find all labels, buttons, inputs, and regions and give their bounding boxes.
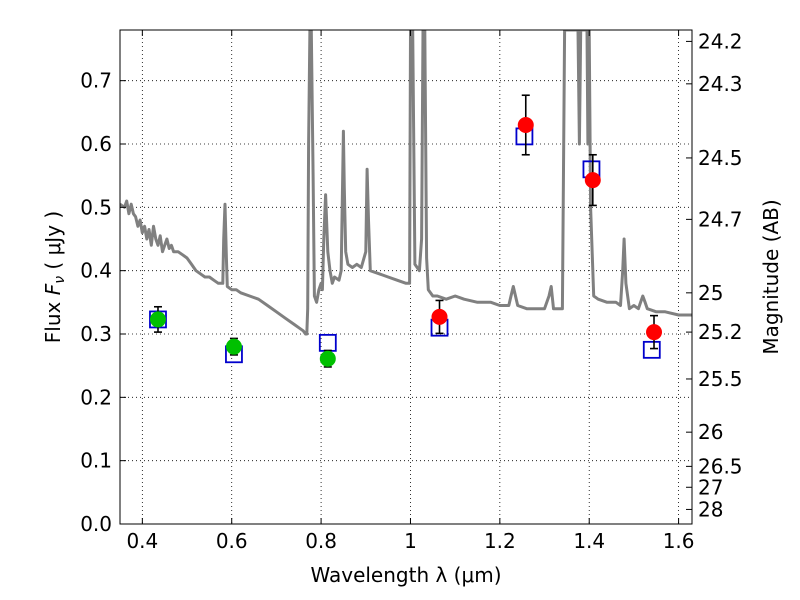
- y-tick-label: 0.5: [80, 195, 112, 219]
- observed-flux-point: [646, 324, 663, 341]
- observed-flux-point: [225, 338, 242, 355]
- x-tick-label: 1.6: [663, 529, 695, 553]
- y-tick-label: 0.1: [80, 449, 112, 473]
- magnitude-tick-label: 24.5: [698, 146, 743, 170]
- x-tick-label: 1.4: [573, 529, 605, 553]
- magnitude-tick-label: 26.5: [698, 454, 743, 478]
- magnitude-tick-label: 25.5: [698, 367, 743, 391]
- y-axis-title-subscript: ν: [52, 276, 68, 284]
- y-tick-label: 0.3: [80, 322, 112, 346]
- magnitude-tick-label: 24.7: [698, 207, 743, 231]
- plot-area: [120, 30, 692, 368]
- observed-flux-point: [517, 117, 534, 133]
- magnitude-tick-label: 25.2: [698, 320, 743, 344]
- plot-frame: [119, 29, 693, 525]
- x-tick-label: 0.8: [305, 529, 337, 553]
- observed-flux-point: [149, 311, 166, 328]
- y-tick-label: 0.2: [80, 385, 112, 409]
- magnitude-tick-label: 25: [698, 281, 723, 305]
- observed-flux-point: [319, 350, 336, 367]
- x-axis: 0.4 0.6 0.8 1 1.2 1.4 1.6: [126, 30, 695, 553]
- y-axis-title-flux: Flux Fν ( μJy ): [41, 211, 68, 343]
- model-flux-square: [642, 340, 661, 359]
- magnitude-tick-label: 26: [698, 420, 723, 444]
- y-axis-flux: 0.0 0.1 0.2 0.3 0.4 0.5 0.6 0.7: [80, 69, 126, 536]
- model-spectrum-line: [120, 30, 692, 336]
- y-axis-title-symbol: F: [41, 283, 65, 295]
- y-tick-label: 0.4: [80, 259, 112, 283]
- magnitude-tick-label: 24.2: [698, 29, 743, 53]
- x-tick-label: 1: [404, 529, 417, 553]
- y-tick-label: 0.6: [80, 132, 112, 156]
- y-axis-title-suffix: ( μJy ): [41, 211, 65, 276]
- magnitude-tick-label: 27: [698, 475, 723, 499]
- y-axis-title-prefix: Flux: [41, 295, 65, 343]
- observed-flux-point: [584, 172, 601, 189]
- y-tick-label: 0.7: [80, 69, 112, 93]
- x-axis-title: Wavelength λ (μm): [310, 563, 501, 587]
- model-flux-square: [318, 333, 337, 352]
- x-tick-label: 1.2: [484, 529, 516, 553]
- magnitude-tick-label: 28: [698, 497, 723, 521]
- observed-flux-point: [431, 308, 448, 325]
- magnitude-tick-label: 24.3: [698, 72, 743, 96]
- y-axis-title-magnitude: Magnitude (AB): [759, 199, 783, 354]
- x-tick-label: 0.6: [216, 529, 248, 553]
- x-tick-label: 0.4: [126, 529, 158, 553]
- y-tick-label: 0.0: [80, 512, 112, 536]
